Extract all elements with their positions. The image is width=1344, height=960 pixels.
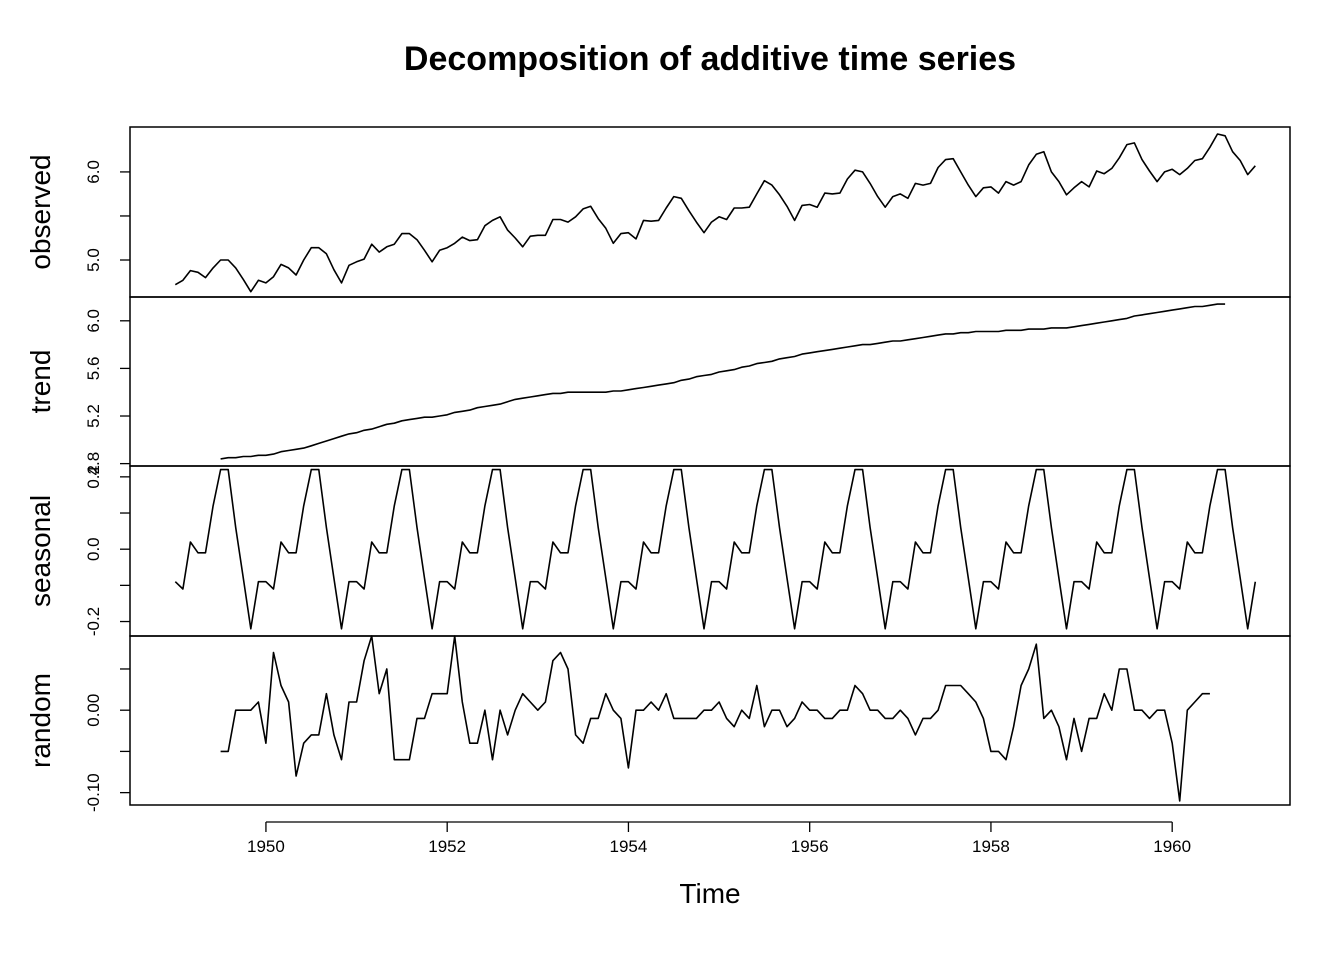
panels-group: observed 5.06.0trend4.85.25.66.0seasonal-… — [25, 126, 1291, 812]
series-line-random — [220, 635, 1210, 802]
x-tick-label: 1958 — [972, 837, 1010, 856]
series-line-trend — [220, 303, 1226, 460]
panel-frame — [129, 126, 1291, 298]
y-tick-label: -0.2 — [84, 607, 103, 636]
y-tick-label: 0.2 — [84, 465, 103, 489]
panel-label-seasonal: seasonal — [25, 495, 56, 607]
panel-label-random: random — [25, 673, 56, 768]
panel-frame — [129, 465, 1291, 637]
chart-title: Decomposition of additive time series — [404, 40, 1016, 78]
x-tick-label: 1952 — [428, 837, 466, 856]
y-tick-label: 5.0 — [84, 248, 103, 272]
x-axis: 1950 1952 1954 1956 1958 1960 — [247, 821, 1191, 856]
x-axis-label: Time — [679, 878, 740, 909]
panel-random: random -0.10 0.00 — [25, 635, 1291, 812]
y-tick-label: 6.0 — [84, 160, 103, 184]
panel-trend: trend 4.8 5.2 5.6 6.0 — [25, 296, 1291, 476]
x-tick-label: 1956 — [791, 837, 829, 856]
x-tick-label: 1954 — [610, 837, 648, 856]
panel-frame — [129, 635, 1291, 806]
y-tick-label: 4.8 — [84, 452, 103, 476]
panel-label-trend: trend — [25, 350, 56, 414]
x-tick-label: 1950 — [247, 837, 285, 856]
series-line-seasonal — [174, 468, 1257, 630]
x-tick-label: 1960 — [1153, 837, 1191, 856]
panel-frame — [129, 296, 1291, 467]
series-line-observed — [174, 133, 1256, 293]
y-tick-label: 0.00 — [84, 694, 103, 727]
y-tick-label: 6.0 — [84, 309, 103, 333]
y-tick-label: 5.6 — [84, 357, 103, 381]
y-tick-label: 5.2 — [84, 404, 103, 428]
y-tick-label: -0.10 — [84, 773, 103, 812]
y-tick-label: 0.0 — [84, 537, 103, 561]
panel-observed: observed 5.0 6.0 — [25, 126, 1291, 298]
panel-seasonal: seasonal -0.2 0.0 0.2 — [25, 465, 1291, 637]
panel-label-observed: observed — [25, 154, 56, 269]
